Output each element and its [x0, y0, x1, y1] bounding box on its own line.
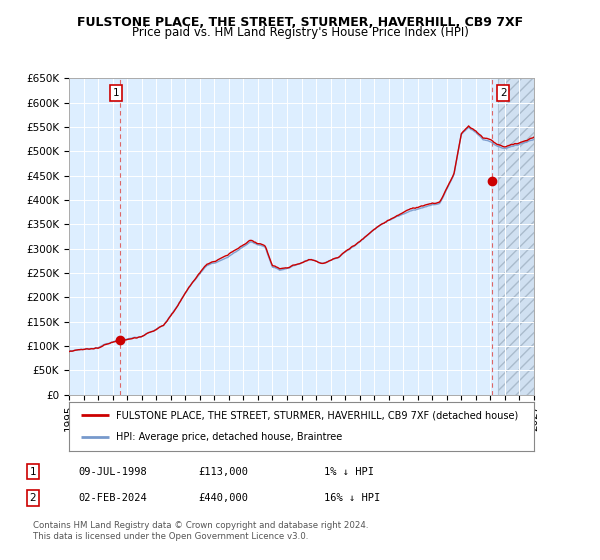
- Text: £113,000: £113,000: [198, 466, 248, 477]
- Text: Contains HM Land Registry data © Crown copyright and database right 2024.
This d: Contains HM Land Registry data © Crown c…: [33, 521, 368, 540]
- Text: FULSTONE PLACE, THE STREET, STURMER, HAVERHILL, CB9 7XF: FULSTONE PLACE, THE STREET, STURMER, HAV…: [77, 16, 523, 29]
- Bar: [497, 78, 534, 395]
- Text: 09-JUL-1998: 09-JUL-1998: [78, 466, 147, 477]
- Text: 2: 2: [29, 493, 37, 503]
- Text: 02-FEB-2024: 02-FEB-2024: [78, 493, 147, 503]
- Bar: [497, 78, 534, 395]
- Text: HPI: Average price, detached house, Braintree: HPI: Average price, detached house, Brai…: [115, 432, 342, 442]
- Text: £440,000: £440,000: [198, 493, 248, 503]
- Text: 16% ↓ HPI: 16% ↓ HPI: [324, 493, 380, 503]
- Text: 1: 1: [29, 466, 37, 477]
- Text: 1% ↓ HPI: 1% ↓ HPI: [324, 466, 374, 477]
- Text: 2: 2: [500, 88, 506, 98]
- Text: 1: 1: [112, 88, 119, 98]
- Text: Price paid vs. HM Land Registry's House Price Index (HPI): Price paid vs. HM Land Registry's House …: [131, 26, 469, 39]
- Text: FULSTONE PLACE, THE STREET, STURMER, HAVERHILL, CB9 7XF (detached house): FULSTONE PLACE, THE STREET, STURMER, HAV…: [115, 410, 518, 421]
